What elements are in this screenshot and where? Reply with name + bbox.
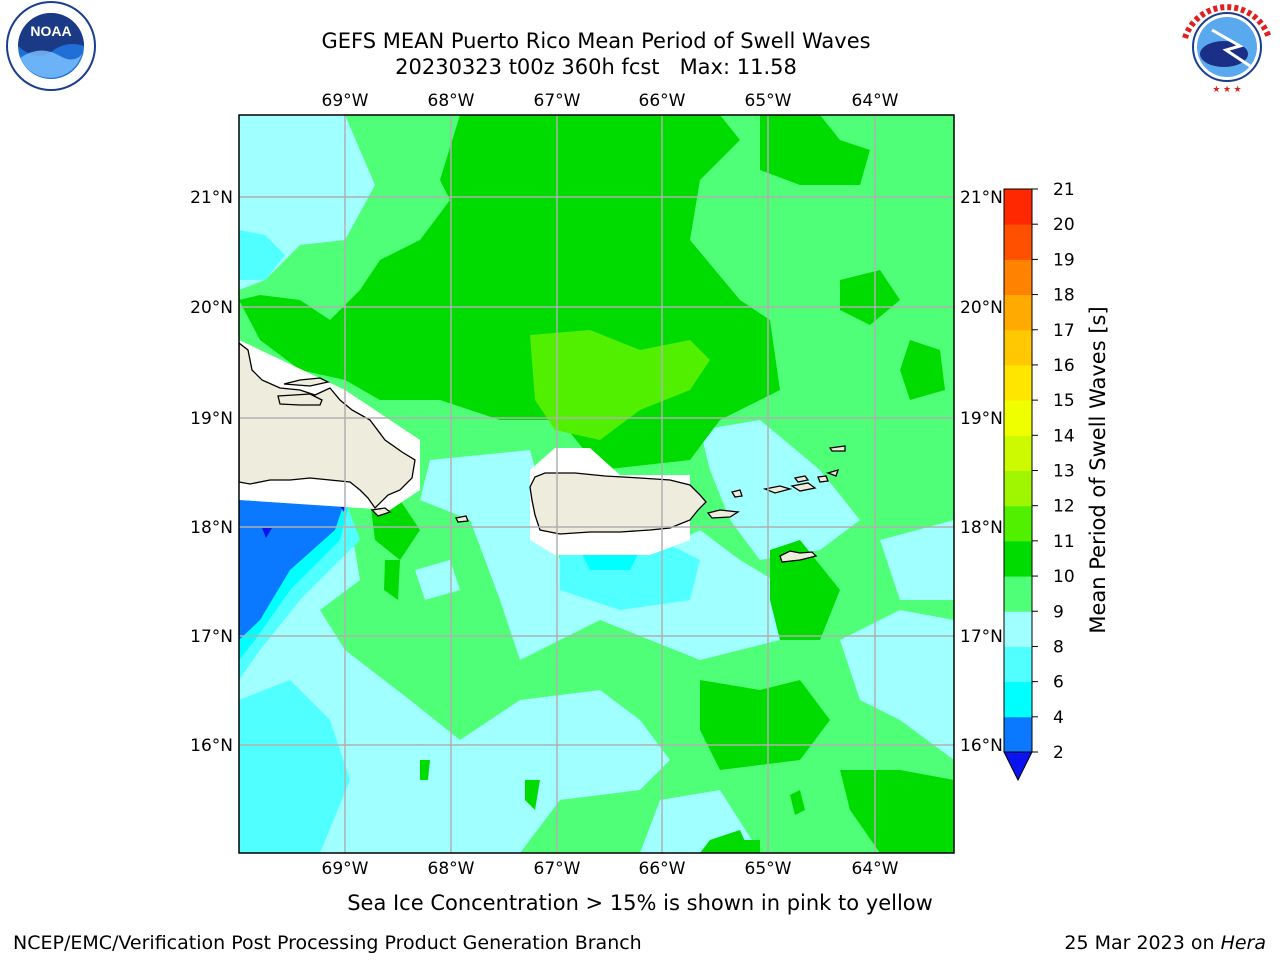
colorbar-tick-label: 19	[1053, 250, 1075, 270]
virgin-islands-coast	[706, 509, 740, 519]
svg-text:★ ★ ★: ★ ★ ★	[1212, 84, 1241, 94]
colorbar: 2 4 6 8 9 10 11 12 13 14 15 16 17 18 19 20 21	[1003, 180, 1075, 782]
colorbar-tick-label: 2	[1053, 743, 1064, 763]
lon-labels-top: 69°W 68°W 67°W 66°W 65°W 64°W	[322, 91, 899, 111]
colorbar-segment	[1004, 540, 1032, 577]
footer-credit: NCEP/EMC/Verification Post Processing Pr…	[13, 932, 642, 954]
lon-label: 66°W	[639, 91, 686, 111]
lat-label: 20°N	[960, 298, 1003, 318]
colorbar-segment	[1004, 259, 1032, 296]
sea-ice-note: Sea Ice Concentration > 15% is shown in …	[347, 891, 933, 915]
lat-label: 18°N	[960, 518, 1003, 538]
lon-label: 68°W	[428, 91, 475, 111]
chart-title: GEFS MEAN Puerto Rico Mean Period of Swe…	[321, 29, 871, 53]
lat-labels-left: 21°N 20°N 19°N 18°N 17°N 16°N	[190, 188, 233, 756]
colorbar-tick-label: 4	[1053, 708, 1064, 728]
nws-logo: ★ ★ ★	[1180, 0, 1274, 94]
lon-label: 64°W	[852, 859, 899, 879]
lon-label: 65°W	[745, 91, 792, 111]
lat-label: 16°N	[960, 736, 1003, 756]
colorbar-tick-label: 9	[1053, 602, 1064, 622]
colorbar-segment	[1004, 681, 1032, 718]
colorbar-segment	[1004, 294, 1032, 331]
colorbar-tick-label: 12	[1053, 497, 1075, 517]
colorbar-tick-label: 21	[1053, 180, 1075, 200]
colorbar-tick-label: 14	[1053, 426, 1075, 446]
colorbar-extend-triangle	[1003, 751, 1033, 782]
colorbar-segment	[1004, 435, 1032, 471]
lon-label: 66°W	[639, 859, 686, 879]
footer-date: 25 Mar 2023 on Hera	[1064, 932, 1266, 954]
noaa-logo: NOAA	[6, 1, 96, 91]
colorbar-segment	[1004, 716, 1032, 753]
lat-label: 19°N	[190, 409, 233, 429]
colorbar-segment	[1004, 505, 1032, 542]
st-croix-coast	[779, 550, 818, 563]
colorbar-segment	[1004, 576, 1032, 612]
lat-label: 17°N	[190, 627, 233, 647]
lon-label: 68°W	[428, 859, 475, 879]
lat-label: 16°N	[190, 736, 233, 756]
lat-label: 18°N	[190, 518, 233, 538]
colorbar-segment	[1004, 611, 1032, 647]
lat-label: 19°N	[960, 409, 1003, 429]
lat-labels-right: 21°N 20°N 19°N 18°N 17°N 16°N	[960, 188, 1003, 756]
map-frame	[238, 114, 955, 854]
map-gridlines	[239, 115, 954, 853]
colorbar-tick-label: 8	[1053, 637, 1064, 657]
colorbar-segment	[1004, 470, 1032, 507]
lon-label: 69°W	[322, 91, 369, 111]
colorbar-segment	[1004, 224, 1032, 260]
colorbar-label: Mean Period of Swell Waves [s]	[1086, 306, 1110, 634]
colorbar-tick-label: 17	[1053, 321, 1075, 341]
colorbar-tick-label: 16	[1053, 356, 1075, 376]
machine-name: Hera	[1220, 932, 1266, 954]
lon-labels-bottom: 69°W 68°W 67°W 66°W 65°W 64°W	[322, 859, 899, 879]
chart-subtitle: 20230323 t00z 360h fcst Max: 11.58	[395, 55, 797, 79]
lat-label: 20°N	[190, 298, 233, 318]
lon-label: 67°W	[534, 859, 581, 879]
lon-label: 69°W	[322, 859, 369, 879]
colorbar-tick-label: 11	[1053, 532, 1075, 552]
noaa-wordmark: NOAA	[30, 23, 71, 39]
contour-11-12	[530, 330, 710, 440]
date-text: 25 Mar 2023 on	[1064, 932, 1221, 954]
lat-label: 21°N	[960, 188, 1003, 208]
colorbar-tick-label: 10	[1053, 567, 1075, 587]
colorbar-segment	[1004, 364, 1032, 401]
colorbar-tick-label: 20	[1053, 215, 1075, 235]
colorbar-segment	[1004, 646, 1032, 683]
colorbar-tick-label: 13	[1053, 462, 1075, 482]
colorbar-segment	[1004, 189, 1032, 225]
hispaniola-coast	[239, 342, 416, 510]
colorbar-tick-label: 15	[1053, 391, 1075, 411]
colorbar-tick-label: 18	[1053, 286, 1075, 306]
lat-label: 17°N	[960, 627, 1003, 647]
lat-label: 21°N	[190, 188, 233, 208]
colorbar-tick-label: 6	[1053, 673, 1064, 693]
lon-label: 65°W	[745, 859, 792, 879]
lon-label: 64°W	[852, 91, 899, 111]
lon-label: 67°W	[534, 91, 581, 111]
colorbar-segment	[1004, 400, 1032, 436]
colorbar-segment	[1004, 329, 1032, 366]
